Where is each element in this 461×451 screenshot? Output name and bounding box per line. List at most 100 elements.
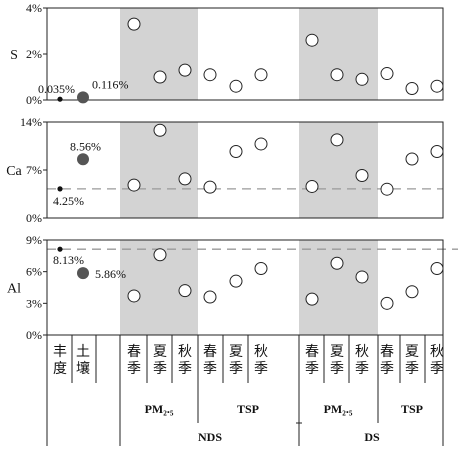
group-label: TSP (401, 402, 423, 416)
category-label-char: 秋 (178, 344, 192, 360)
parent-label: NDS (198, 430, 222, 444)
season-point (229, 274, 243, 288)
category-label-char: 春 (203, 344, 217, 360)
parent-label: DS (364, 430, 380, 444)
season-point (405, 82, 419, 95)
season-point (203, 180, 217, 194)
season-point (305, 179, 319, 193)
category-label-char: 季 (254, 361, 268, 377)
reference-lines (47, 188, 458, 250)
y-tick-label: 7% (26, 163, 42, 177)
abundance-label: 8.13% (53, 253, 84, 267)
shaded-regions (120, 8, 378, 335)
y-tick-label: 0% (26, 211, 42, 225)
category-label-char: 季 (127, 361, 141, 377)
category-label-char: 夏 (153, 344, 167, 360)
category-label-char: 季 (380, 361, 394, 377)
season-point (330, 68, 344, 82)
shade-ds-pm25-panel-0 (299, 8, 378, 100)
category-label-char: 季 (330, 361, 344, 377)
season-point (229, 79, 243, 93)
season-point (355, 72, 369, 86)
abundance-label: 0.035% (38, 82, 75, 96)
category-label-char: 夏 (229, 344, 243, 360)
season-point (355, 270, 369, 284)
panel-frame-ca (46, 121, 444, 219)
soil-label: 5.86% (95, 267, 126, 281)
data-points (57, 17, 444, 310)
season-point (127, 289, 141, 303)
season-point (178, 63, 192, 77)
shade-nds-pm25-panel-1 (120, 122, 198, 218)
season-point (380, 182, 394, 196)
season-point (430, 144, 444, 158)
abundance-label: 4.25% (53, 194, 84, 208)
season-point (153, 123, 167, 137)
abundance-point (57, 96, 63, 102)
y-tick-label: 0% (26, 93, 42, 107)
y-tick-label: 6% (26, 265, 42, 279)
category-label-char: 春 (127, 344, 141, 360)
abundance-point (57, 186, 63, 192)
season-point (203, 290, 217, 304)
y-tick-label: 14% (20, 115, 42, 129)
category-label-char: 夏 (405, 344, 419, 360)
category-label-char: 季 (153, 361, 167, 377)
season-point (430, 262, 444, 275)
season-point (405, 285, 419, 299)
category-label-char: 春 (305, 344, 319, 360)
y-ticks: S 0% 2% 4% Ca 0% 7% 14% Al 0% 3% 6% 9% (6, 1, 47, 342)
soil-point (77, 267, 89, 280)
category-label-char: 季 (405, 361, 419, 377)
season-point (330, 133, 344, 147)
category-label-char: 丰 (53, 344, 67, 360)
soil-label: 0.116% (92, 77, 129, 91)
season-point (380, 67, 394, 81)
group-label: TSP (237, 402, 259, 416)
season-point (405, 152, 419, 166)
season-point (330, 256, 344, 270)
season-point (127, 178, 141, 192)
category-label-char: 季 (355, 361, 369, 377)
category-label-char: 秋 (355, 344, 369, 360)
season-point (254, 68, 268, 82)
season-point (305, 33, 319, 47)
season-point (355, 168, 369, 182)
category-label-char: 季 (229, 361, 243, 377)
y-tick-label: 0% (26, 328, 42, 342)
data-labels: 0.035% 0.116% 4.25% 8.56% 8.13% 5.86% (38, 77, 129, 281)
soil-point (77, 153, 89, 166)
abundance-point (57, 246, 63, 252)
soil-label: 8.56% (70, 139, 101, 153)
category-label-char: 季 (203, 361, 217, 377)
y-axis-label-al: Al (7, 282, 21, 297)
season-point (153, 70, 167, 84)
season-point (229, 144, 243, 158)
soil-point (77, 91, 89, 104)
season-point (254, 137, 268, 151)
panel-frames (46, 7, 444, 336)
group-label: PM₂.₅ (145, 402, 174, 416)
category-label-char: 春 (380, 344, 394, 360)
season-point (178, 172, 192, 186)
category-label-char: 秋 (254, 344, 268, 360)
panel-frame-al (46, 239, 444, 336)
category-label-char: 壤 (76, 360, 90, 377)
season-point (203, 68, 217, 82)
season-point (305, 292, 319, 306)
category-label-char: 季 (305, 361, 319, 377)
y-tick-label: 9% (26, 233, 42, 247)
category-label-char: 夏 (330, 344, 344, 360)
season-point (380, 296, 394, 310)
season-point (430, 79, 444, 93)
category-label-char: 季 (430, 361, 444, 377)
season-point (254, 262, 268, 275)
category-label-char: 季 (178, 361, 192, 377)
season-point (178, 284, 192, 298)
category-label-char: 土 (76, 344, 90, 360)
category-label-char: 度 (53, 361, 67, 377)
category-label-char: 秋 (430, 344, 444, 360)
y-tick-label: 2% (26, 47, 42, 61)
